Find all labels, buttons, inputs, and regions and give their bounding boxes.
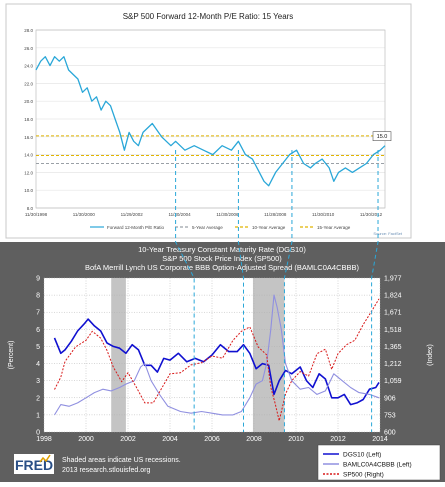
pe-y-tick-label: 22.0 (24, 81, 33, 86)
fred-logo: FRED (14, 454, 54, 474)
fred-x-tick-label: 2012 (330, 436, 346, 443)
pe-x-tick-label: 11/29/2002 (121, 212, 144, 217)
fred-y-left-tick-label: 8 (36, 293, 40, 300)
fred-x-tick-label: 2002 (120, 436, 136, 443)
pe-y-tick-label: 18.0 (24, 117, 33, 122)
fred-y-left-tick-label: 4 (36, 361, 40, 368)
fred-chart: 10-Year Treasury Constant Maturity Rate … (8, 245, 441, 481)
fred-panel: 10-Year Treasury Constant Maturity Rate … (0, 242, 445, 482)
pe-x-tick-label: 11/30/2000 (73, 212, 96, 217)
recession-shading (111, 278, 126, 432)
pe-x-tick-label: 11/30/2010 (312, 212, 335, 217)
fred-ylabel-left: (Percent) (8, 341, 15, 370)
fred-ylabel-right: (Index) (427, 344, 434, 366)
pe-x-tick-label: 11/30/2012 (360, 212, 383, 217)
fred-title-line-1: 10-Year Treasury Constant Maturity Rate … (138, 245, 306, 254)
fred-x-tick-label: 2006 (204, 436, 220, 443)
fred-y-left-tick-label: 6 (36, 327, 40, 334)
fred-y-right-tick-label: 1,212 (384, 361, 402, 368)
fred-y-left-tick-label: 9 (36, 276, 40, 283)
pe-x-tick-label: 11/30/1998 (25, 212, 48, 217)
fred-y-right-tick-label: 906 (384, 395, 396, 402)
pe-legend-label: Forward 12-Month P/E Ratio (107, 225, 165, 230)
fred-y-right-tick-label: 753 (384, 412, 396, 419)
pe-chart-frame (5, 3, 412, 239)
fred-footer-line-2: 2013 research.stlouisfed.org (62, 467, 150, 474)
fred-y-right-tick-label: 1,518 (384, 327, 402, 334)
fred-y-right-tick-label: 1,824 (384, 293, 402, 300)
fred-x-tick-label: 2010 (288, 436, 304, 443)
fred-legend-label: BAMLC0A4CBBB (Left) (343, 462, 412, 469)
pe-x-tick-label: 11/30/2006 (216, 212, 239, 217)
pe-y-tick-label: 20.0 (24, 99, 33, 104)
pe-chart-title: S&P 500 Forward 12-Month P/E Ratio: 15 Y… (123, 12, 294, 21)
fred-y-right-tick-label: 1,671 (384, 310, 402, 317)
fred-logo-text: FRED (15, 457, 53, 473)
fred-y-left-tick-label: 0 (36, 430, 40, 437)
pe-legend-label: 5-Year Average (192, 225, 223, 230)
fred-title-line-3: BofA Merrill Lynch US Corporate BBB Opti… (85, 263, 360, 272)
pe-x-tick-label: 11/28/2008 (264, 212, 287, 217)
pe-y-tick-label: 28.0 (24, 28, 33, 33)
fred-logo-mark-icon (39, 454, 51, 463)
fred-y-left-tick-label: 5 (36, 344, 40, 351)
fred-x-tick-label: 2008 (246, 436, 262, 443)
fred-title-line-2: S&P 500 Stock Price Index (SP500) (162, 254, 282, 263)
fred-x-tick-label: 2004 (162, 436, 178, 443)
pe-y-tick-label: 14.0 (24, 153, 33, 158)
pe-y-tick-label: 12.0 (24, 170, 33, 175)
pe-ratio-panel: S&P 500 Forward 12-Month P/E Ratio: 15 Y… (0, 0, 445, 242)
fred-x-tick-label: 1998 (36, 436, 52, 443)
pe-y-tick-label: 8.0 (27, 206, 34, 211)
fred-y-left-tick-label: 1 (36, 412, 40, 419)
fred-y-left-tick-label: 3 (36, 378, 40, 385)
fred-series-line (54, 294, 380, 416)
recession-shading (252, 278, 285, 432)
pe-y-tick-label: 24.0 (24, 64, 33, 69)
fred-y-right-tick-label: 1,365 (384, 344, 402, 351)
fred-y-right-tick-label: 600 (384, 430, 396, 437)
pe-legend-label: 10-Year Average (252, 225, 286, 230)
pe-legend-label: 15-Year Average (317, 225, 351, 230)
pe-current-value-label: 15.0 (377, 134, 388, 140)
pe-y-tick-label: 26.0 (24, 46, 33, 51)
fred-legend-label: SP500 (Right) (343, 472, 384, 479)
pe-x-tick-label: 11/30/2004 (168, 212, 191, 217)
pe-ratio-chart: S&P 500 Forward 12-Month P/E Ratio: 15 Y… (5, 3, 412, 239)
fred-y-right-tick-label: 1,059 (384, 378, 402, 385)
fred-y-left-tick-label: 2 (36, 395, 40, 402)
fred-footer-line-1: Shaded areas indicate US recessions. (62, 457, 181, 464)
fred-y-right-tick-label: 1,977 (384, 276, 402, 283)
fred-x-tick-label: 2014 (372, 436, 388, 443)
fred-series-line (53, 318, 380, 406)
pe-y-tick-label: 16.0 (24, 135, 33, 140)
fred-y-left-tick-label: 7 (36, 310, 40, 317)
pe-current-value-box (372, 131, 392, 141)
fred-x-tick-label: 2000 (78, 436, 94, 443)
pe-y-tick-label: 10.0 (24, 188, 33, 193)
fred-legend-label: DGS10 (Left) (343, 452, 381, 459)
pe-plot-border (35, 29, 386, 209)
pe-source-label: Source: FactSet (373, 231, 403, 236)
